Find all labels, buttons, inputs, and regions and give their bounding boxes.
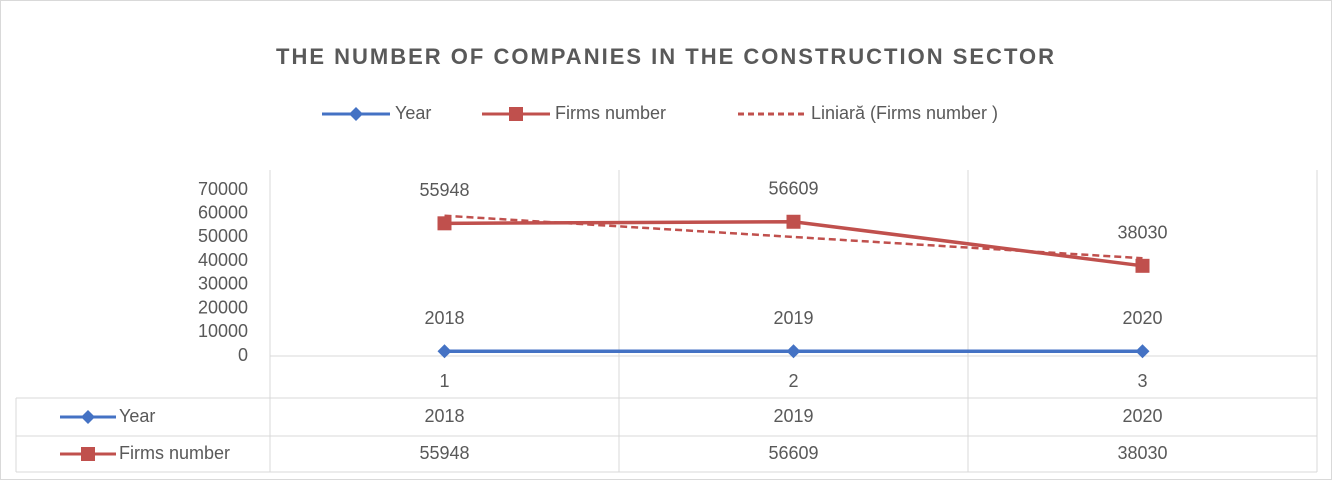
data-label: 2019 [773, 308, 813, 328]
table-cell: 2019 [773, 406, 813, 426]
y-tick-label: 70000 [198, 179, 248, 199]
y-tick-label: 30000 [198, 274, 248, 294]
x-tick-label: 2 [788, 371, 798, 391]
data-label: 2018 [424, 308, 464, 328]
y-tick-label: 60000 [198, 202, 248, 222]
data-point [786, 344, 801, 359]
legend-marker [81, 447, 95, 461]
data-point [437, 216, 452, 231]
trendline [444, 214, 1143, 260]
table-cell: 56609 [768, 443, 818, 463]
legend-label: Liniară (Firms number ) [811, 103, 998, 123]
chart-title: THE NUMBER OF COMPANIES IN THE CONSTRUCT… [276, 44, 1056, 69]
legend-marker [81, 410, 95, 424]
y-tick-label: 40000 [198, 250, 248, 270]
data-point [1135, 258, 1150, 273]
table-row-label: Year [119, 406, 155, 426]
table-cell: 2020 [1122, 406, 1162, 426]
data-label: 55948 [419, 180, 469, 200]
data-label: 2020 [1122, 308, 1162, 328]
table-cell: 55948 [419, 443, 469, 463]
data-point [437, 344, 452, 359]
table-cell: 2018 [424, 406, 464, 426]
data-point [786, 214, 801, 229]
legend-label: Firms number [555, 103, 666, 123]
legend-marker [509, 107, 523, 121]
y-tick-label: 10000 [198, 321, 248, 341]
data-label: 38030 [1117, 223, 1167, 243]
x-tick-label: 3 [1137, 371, 1147, 391]
table-cell: 38030 [1117, 443, 1167, 463]
legend-marker [349, 107, 363, 121]
y-tick-label: 20000 [198, 297, 248, 317]
y-tick-label: 50000 [198, 226, 248, 246]
legend-label: Year [395, 103, 431, 123]
data-label: 56609 [768, 179, 818, 199]
table-row-label: Firms number [119, 443, 230, 463]
y-tick-label: 0 [238, 345, 248, 365]
x-tick-label: 1 [439, 371, 449, 391]
data-point [1135, 344, 1150, 359]
